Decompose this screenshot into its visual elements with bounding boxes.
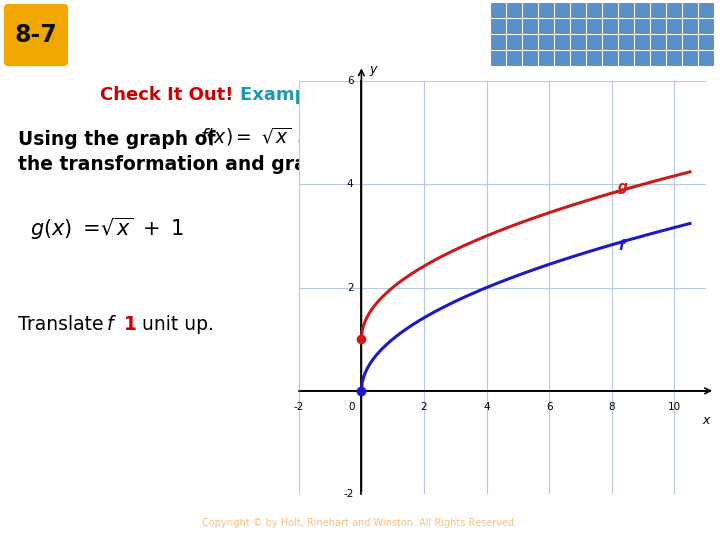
Bar — [587, 51, 601, 65]
Text: 4: 4 — [483, 402, 490, 412]
Text: 1: 1 — [124, 315, 137, 334]
Bar — [699, 35, 713, 49]
Text: Copyright © by Holt, Rinehart and Winston. All Rights Reserved.: Copyright © by Holt, Rinehart and Winsto… — [202, 518, 518, 528]
Bar — [571, 51, 585, 65]
Bar — [683, 51, 697, 65]
Bar — [555, 35, 569, 49]
Text: Using the graph of: Using the graph of — [18, 130, 215, 149]
Bar — [555, 3, 569, 17]
Bar — [507, 51, 521, 65]
Text: Holt Algebra 2: Holt Algebra 2 — [12, 516, 125, 530]
Bar — [603, 3, 617, 17]
Bar — [571, 35, 585, 49]
Bar — [523, 35, 537, 49]
Bar — [603, 35, 617, 49]
Bar — [651, 35, 665, 49]
Bar — [667, 3, 681, 17]
Bar — [699, 3, 713, 17]
Text: 6: 6 — [347, 76, 354, 86]
Text: Translate: Translate — [18, 315, 109, 334]
Text: y: y — [369, 63, 377, 76]
Text: unit up.: unit up. — [136, 315, 214, 334]
Bar — [619, 3, 633, 17]
Text: 4: 4 — [347, 179, 354, 190]
Bar — [555, 19, 569, 33]
Bar — [683, 35, 697, 49]
Bar — [619, 51, 633, 65]
Bar — [571, 3, 585, 17]
Bar — [699, 19, 713, 33]
Bar — [619, 35, 633, 49]
Text: 6: 6 — [546, 402, 552, 412]
Bar — [555, 51, 569, 65]
Bar — [491, 19, 505, 33]
Bar — [651, 19, 665, 33]
Bar — [667, 19, 681, 33]
Text: -2: -2 — [343, 489, 354, 499]
Bar — [635, 35, 649, 49]
FancyBboxPatch shape — [4, 4, 68, 66]
Bar — [539, 3, 553, 17]
Bar — [491, 35, 505, 49]
Text: -2: -2 — [294, 402, 304, 412]
Text: as a guide, describe: as a guide, describe — [298, 130, 511, 149]
Bar — [539, 51, 553, 65]
Bar — [539, 19, 553, 33]
Bar — [491, 3, 505, 17]
Text: 8: 8 — [608, 402, 615, 412]
Bar — [667, 51, 681, 65]
Bar — [587, 3, 601, 17]
Text: Check It Out!: Check It Out! — [100, 86, 240, 104]
Bar — [683, 3, 697, 17]
Bar — [523, 51, 537, 65]
Text: 8-7: 8-7 — [14, 23, 58, 47]
Bar — [491, 51, 505, 65]
Bar — [507, 3, 521, 17]
Bar — [587, 19, 601, 33]
Bar — [651, 3, 665, 17]
Text: f: f — [107, 315, 114, 334]
Bar — [507, 19, 521, 33]
Text: 2: 2 — [420, 402, 427, 412]
Text: Radical Functions: Radical Functions — [78, 19, 396, 51]
Text: 0: 0 — [348, 402, 355, 412]
Text: f: f — [618, 239, 624, 253]
Bar — [635, 51, 649, 65]
Bar — [587, 35, 601, 49]
Bar — [507, 35, 521, 49]
Bar — [635, 3, 649, 17]
Text: 10: 10 — [667, 402, 681, 412]
Text: x: x — [702, 414, 709, 427]
Text: g: g — [618, 180, 628, 194]
Bar — [651, 51, 665, 65]
Bar — [571, 19, 585, 33]
Bar — [523, 19, 537, 33]
Bar — [603, 19, 617, 33]
Bar — [619, 19, 633, 33]
Text: $g(x)\ =\!\sqrt{x}\ +\ 1$: $g(x)\ =\!\sqrt{x}\ +\ 1$ — [30, 215, 184, 241]
Text: the transformation and graph the function.: the transformation and graph the functio… — [18, 156, 476, 174]
Bar — [683, 19, 697, 33]
Bar — [699, 51, 713, 65]
Text: $f(x){=}\ \sqrt{x}$: $f(x){=}\ \sqrt{x}$ — [200, 126, 291, 148]
Text: Example 2a: Example 2a — [240, 86, 356, 104]
Bar — [523, 3, 537, 17]
Bar — [635, 19, 649, 33]
Bar — [539, 35, 553, 49]
Text: 2: 2 — [347, 282, 354, 293]
Bar — [667, 35, 681, 49]
Bar — [603, 51, 617, 65]
